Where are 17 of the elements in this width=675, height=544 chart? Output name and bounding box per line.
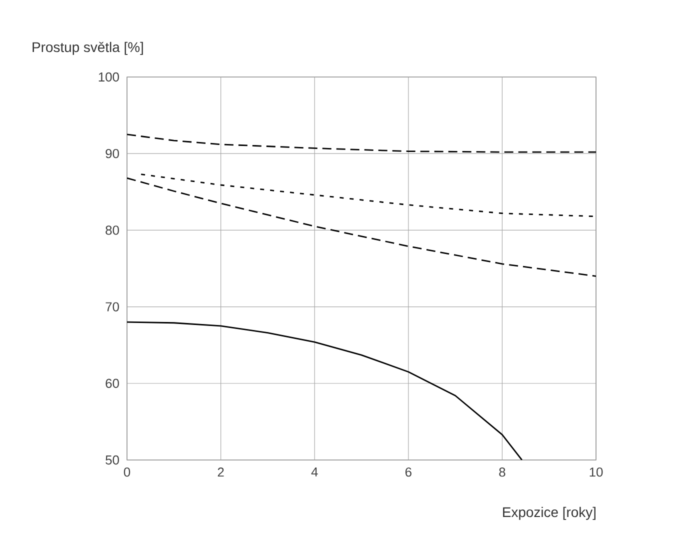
x-tick-label: 6 — [405, 468, 412, 477]
y-tick-label: 100 — [98, 72, 119, 82]
y-tick-label: 70 — [106, 302, 119, 312]
x-tick-label: 8 — [499, 468, 506, 477]
y-tick-label: 80 — [106, 226, 119, 235]
x-tick-label: 4 — [311, 468, 318, 476]
line-series — [127, 134, 596, 153]
y-tick-label: 50 — [106, 455, 119, 465]
x-axis-title: Expozice [roky] — [503, 506, 596, 520]
x-tick-label: 10 — [590, 468, 603, 477]
x-tick-label: 2 — [218, 468, 224, 477]
y-axis-title: Prostup světla [%] — [32, 42, 143, 55]
line-series — [127, 177, 596, 277]
y-tick-label: 60 — [106, 378, 119, 388]
y-tick-label: 90 — [106, 149, 119, 158]
line-series — [127, 321, 523, 460]
x-tick-label: 0 — [124, 468, 130, 477]
